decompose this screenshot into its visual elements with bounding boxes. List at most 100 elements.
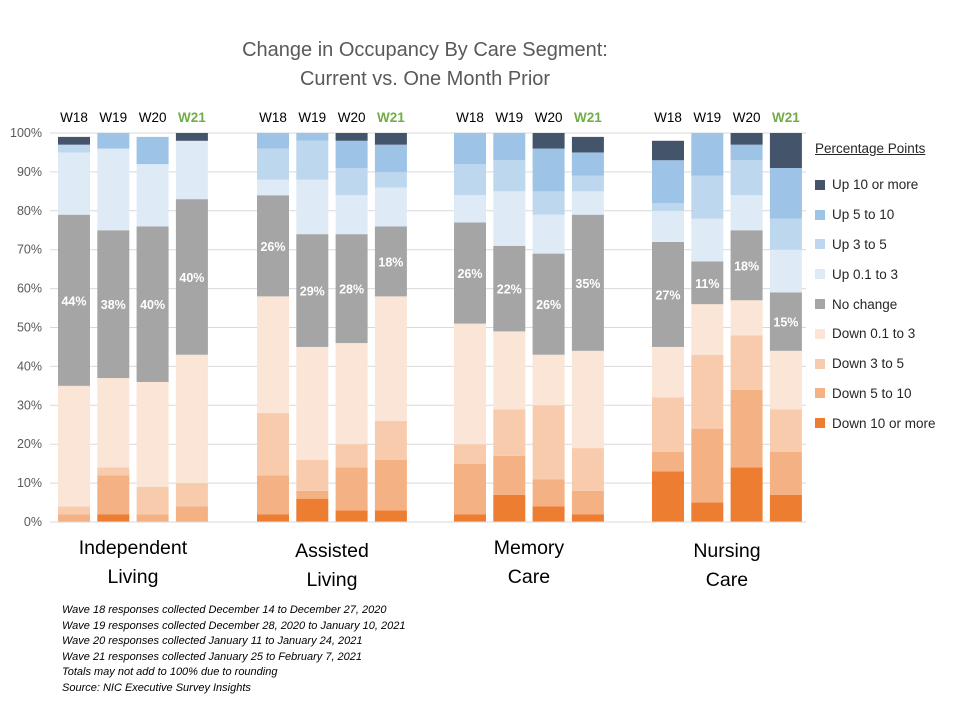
- wave-label: W21: [574, 110, 602, 125]
- data-label: 26%: [536, 298, 561, 312]
- bar-segment-up-5-to-10: [257, 133, 289, 149]
- legend-swatch: [815, 299, 825, 310]
- bar-segment-no-change: [493, 245, 526, 332]
- legend-item-down-0-1-to-3: Down 0.1 to 3: [815, 319, 955, 349]
- bar-segment-up-5-to-10: [454, 133, 486, 165]
- bar-segment-up-0-1-to-3: [691, 218, 724, 262]
- category-label: Care: [508, 566, 550, 588]
- wave-label: W19: [693, 110, 721, 125]
- legend-swatch: [815, 179, 825, 190]
- bar-segment-up-0-1-to-3: [136, 164, 169, 227]
- data-label: 38%: [101, 298, 126, 312]
- bar-segment-up-3-to-5: [652, 203, 684, 211]
- bar-segment-no-change: [97, 230, 130, 379]
- bar-segment-up-0-1-to-3: [493, 191, 526, 246]
- legend-swatch: [815, 388, 825, 399]
- bar-segment-down-3-to-5: [335, 444, 368, 468]
- bar-independent-living-w21: 40% W21: [175, 110, 208, 522]
- footnote-rounding: Totals may not add to 100% due to roundi…: [62, 666, 278, 679]
- legend-label: Up 10 or more: [832, 177, 919, 193]
- bar-nursing-care-w19: 11% W19: [691, 110, 724, 522]
- bar-segment-up-10-or-more: [175, 133, 208, 141]
- y-tick-label: 80%: [17, 204, 42, 218]
- chart-title-line-2: Current vs. One Month Prior: [299, 68, 551, 90]
- legend-item-up-10-or-more: Up 10 or more: [815, 170, 955, 200]
- y-tick-label: 50%: [17, 321, 42, 335]
- bar-segment-down-3-to-5: [257, 413, 289, 476]
- bar-segment-down-0-1-to-3: [296, 346, 329, 460]
- bar-segment-down-0-1-to-3: [257, 296, 289, 414]
- bar-segment-up-10-or-more: [58, 136, 90, 145]
- wave-label: W21: [377, 110, 405, 125]
- bar-segment-up-3-to-5: [691, 175, 724, 219]
- legend-swatch: [815, 358, 825, 369]
- data-label: 15%: [773, 316, 798, 330]
- wave-label: W20: [733, 110, 761, 125]
- bar-segment-down-5-to-10: [493, 455, 526, 495]
- bar-segment-no-change: [374, 226, 407, 297]
- bar-segment-up-3-to-5: [493, 160, 526, 192]
- legend-item-down-5-to-10: Down 5 to 10: [815, 379, 955, 409]
- bar-segment-down-5-to-10: [652, 451, 684, 472]
- legend-item-up-5-to-10: Up 5 to 10: [815, 200, 955, 230]
- bar-segment-down-5-to-10: [175, 506, 208, 522]
- bar-segment-up-3-to-5: [454, 164, 486, 196]
- bar-segment-down-5-to-10: [691, 428, 724, 503]
- bar-segment-up-3-to-5: [335, 168, 368, 196]
- bar-segment-down-5-to-10: [257, 475, 289, 515]
- bar-segment-down-5-to-10: [454, 463, 486, 515]
- bar-segment-down-10-or-more: [374, 510, 407, 522]
- group-memory-care: 26% W18 22% W19 26% W20 35% W21 Memory Care: [454, 110, 604, 588]
- bar-segment-up-0-1-to-3: [532, 214, 565, 254]
- bar-segment-no-change: [454, 222, 486, 324]
- bar-segment-up-5-to-10: [652, 160, 684, 204]
- legend-label: Down 10 or more: [832, 415, 936, 431]
- bar-memory-care-w20: 26% W20: [532, 110, 565, 522]
- wave-label: W18: [259, 110, 287, 125]
- y-tick-label: 20%: [17, 437, 42, 451]
- bar-segment-up-3-to-5: [532, 191, 565, 215]
- data-label: 44%: [61, 294, 86, 308]
- bar-segment-down-3-to-5: [493, 409, 526, 456]
- data-label: 35%: [575, 277, 600, 291]
- data-label: 29%: [300, 285, 325, 299]
- stacked-bar-chart: 0% 10% 20% 30% 40% 50% 60% 70% 80% 90% 100% 44% W18 3…: [10, 110, 806, 591]
- bar-segment-up-10-or-more: [730, 133, 763, 145]
- data-label: 18%: [378, 255, 403, 269]
- bar-segment-down-10-or-more: [296, 498, 329, 522]
- bar-segment-down-5-to-10: [97, 475, 130, 515]
- category-label: Independent: [79, 537, 188, 559]
- bar-segment-up-3-to-5: [257, 148, 289, 180]
- bars: 44% W18 38% W19 40% W20 40% W21 Independent Livin…: [58, 110, 802, 591]
- bar-segment-down-3-to-5: [730, 335, 763, 390]
- bar-segment-down-10-or-more: [571, 514, 604, 522]
- legend-label: Down 3 to 5: [832, 356, 905, 372]
- bar-segment-down-0-1-to-3: [335, 343, 368, 445]
- category-label: Living: [107, 566, 158, 588]
- data-label: 28%: [339, 283, 364, 297]
- bar-independent-living-w18: 44% W18: [58, 110, 90, 522]
- bar-segment-up-3-to-5: [769, 218, 802, 250]
- bar-segment-down-0-1-to-3: [97, 378, 130, 468]
- bar-segment-no-change: [257, 195, 289, 297]
- bar-segment-up-0-1-to-3: [454, 195, 486, 223]
- bar-segment-no-change: [335, 234, 368, 344]
- bar-segment-up-5-to-10: [335, 140, 368, 169]
- bar-memory-care-w19: 22% W19: [493, 110, 526, 522]
- bar-segment-no-change: [730, 230, 763, 301]
- bar-segment-down-3-to-5: [652, 397, 684, 452]
- bar-segment-up-3-to-5: [374, 171, 407, 188]
- bar-segment-down-5-to-10: [769, 451, 802, 495]
- bar-segment-down-3-to-5: [175, 483, 208, 507]
- y-tick-label: 10%: [17, 476, 42, 490]
- wave-label: W18: [654, 110, 682, 125]
- chart-title-line-1: Change in Occupancy By Care Segment:: [242, 39, 608, 61]
- bar-segment-down-5-to-10: [374, 459, 407, 511]
- legend-item-up-3-to-5: Up 3 to 5: [815, 230, 955, 260]
- bar-nursing-care-w18: 27% W18: [652, 110, 684, 522]
- bar-segment-down-3-to-5: [571, 448, 604, 491]
- category-label: Living: [306, 569, 357, 591]
- data-label: 26%: [260, 240, 285, 254]
- bar-segment-up-5-to-10: [769, 168, 802, 219]
- legend: Percentage Points Up 10 or more Up 5 to 1…: [815, 141, 955, 438]
